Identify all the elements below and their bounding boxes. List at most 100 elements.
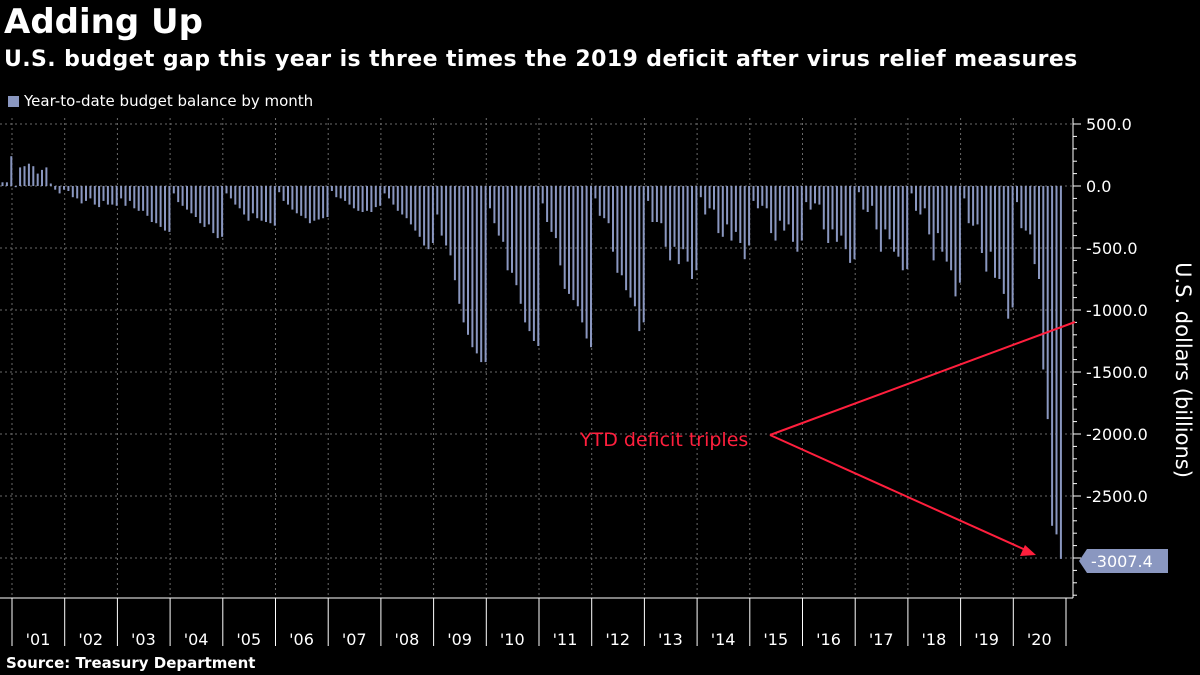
bar xyxy=(994,186,996,278)
bar xyxy=(554,186,557,239)
bar xyxy=(506,186,509,271)
bar xyxy=(616,186,619,273)
bar xyxy=(739,186,742,243)
bar xyxy=(216,186,219,239)
bar xyxy=(901,186,904,271)
bar xyxy=(796,186,799,252)
bar xyxy=(111,186,114,205)
bar xyxy=(563,186,566,289)
bar xyxy=(326,186,329,217)
x-tick-label: '06 xyxy=(289,630,314,649)
bar xyxy=(673,186,676,247)
bar xyxy=(590,186,592,348)
y-tick-label: 0.0 xyxy=(1086,177,1111,196)
bar xyxy=(976,186,979,225)
bar xyxy=(76,186,79,199)
bar xyxy=(370,186,373,212)
last-value-callout: -3007.4 xyxy=(1079,549,1168,573)
y-tick-label: 500.0 xyxy=(1086,115,1132,134)
bar xyxy=(783,186,786,231)
bar xyxy=(313,186,316,221)
bar xyxy=(669,186,672,261)
bar xyxy=(194,186,197,217)
bar xyxy=(585,186,588,339)
bar xyxy=(814,186,816,204)
bar xyxy=(928,186,931,235)
bar xyxy=(23,166,26,186)
bar xyxy=(1016,186,1018,203)
bar xyxy=(871,186,874,206)
bar xyxy=(682,186,685,250)
bar xyxy=(695,186,698,271)
annotation-text: YTD deficit triples xyxy=(579,429,748,451)
bar xyxy=(853,186,856,260)
bar xyxy=(458,186,461,304)
bar xyxy=(19,167,22,186)
x-tick-label: '11 xyxy=(553,630,578,649)
bar xyxy=(164,186,166,231)
bar xyxy=(713,186,715,210)
bar xyxy=(150,186,153,222)
bar xyxy=(633,186,636,307)
bar xyxy=(1033,186,1036,265)
bar xyxy=(190,186,193,214)
y-tick-label: -1000.0 xyxy=(1086,301,1148,320)
bar xyxy=(963,186,966,199)
bar xyxy=(1059,186,1062,559)
bar xyxy=(234,186,237,205)
bar xyxy=(278,186,281,193)
bar xyxy=(954,186,957,297)
callout-text: -3007.4 xyxy=(1091,552,1153,571)
bar xyxy=(168,186,171,232)
bar xyxy=(629,186,632,298)
bar xyxy=(734,186,737,232)
x-tick-label: '17 xyxy=(869,630,894,649)
x-tick-label: '13 xyxy=(658,630,683,649)
bar xyxy=(45,167,48,186)
bar xyxy=(1020,186,1023,229)
bar xyxy=(480,186,483,363)
bar xyxy=(155,186,158,224)
bar xyxy=(423,186,426,246)
bar xyxy=(137,186,140,211)
bar xyxy=(967,186,970,224)
bar xyxy=(396,186,399,211)
bar xyxy=(41,169,43,186)
bar xyxy=(256,186,259,219)
bar xyxy=(322,186,325,219)
bar xyxy=(857,186,860,193)
x-tick-label: '09 xyxy=(447,630,472,649)
bar xyxy=(752,186,755,201)
bar xyxy=(489,186,491,209)
bar xyxy=(1055,186,1058,535)
bar xyxy=(172,186,175,194)
bar xyxy=(1029,186,1032,235)
bar xyxy=(115,186,118,206)
bar xyxy=(265,186,267,222)
bar xyxy=(576,186,579,307)
bar xyxy=(875,186,878,230)
bar xyxy=(818,186,821,205)
bar xyxy=(304,186,307,219)
bar xyxy=(229,186,232,199)
bar xyxy=(932,186,935,261)
bar xyxy=(146,186,149,216)
bar xyxy=(366,186,368,211)
bar xyxy=(537,186,540,346)
y-tick-label: -2000.0 xyxy=(1086,425,1148,444)
bar xyxy=(809,186,812,210)
bar xyxy=(541,186,544,204)
bar xyxy=(497,186,500,236)
bar xyxy=(335,186,338,198)
bar xyxy=(958,186,961,283)
bar xyxy=(273,186,276,226)
bar xyxy=(186,186,188,210)
bar xyxy=(827,186,830,243)
bar xyxy=(638,186,641,332)
bar xyxy=(401,186,404,215)
bar xyxy=(453,186,456,281)
bar xyxy=(840,186,843,236)
bar xyxy=(910,186,913,194)
bar xyxy=(243,186,246,215)
bar xyxy=(475,186,478,354)
